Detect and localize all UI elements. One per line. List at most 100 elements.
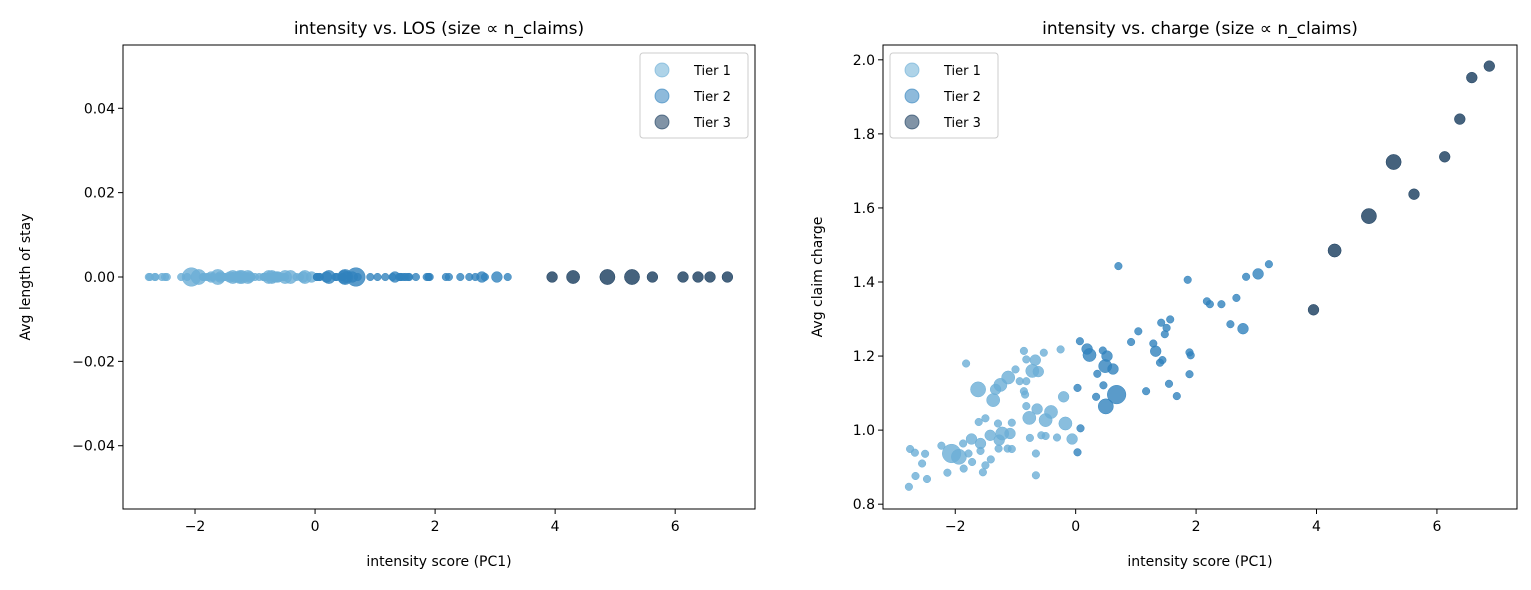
point-tier-1 <box>1039 348 1048 357</box>
x-tick-label: 4 <box>551 519 560 535</box>
point-tier-1 <box>951 448 967 465</box>
point-tier-1 <box>937 441 946 450</box>
point-tier-2 <box>1205 300 1214 309</box>
point-tier-1 <box>1057 391 1070 403</box>
point-tier-2 <box>1166 315 1175 324</box>
point-tier-1 <box>981 414 990 423</box>
y-tick-label: 0.00 <box>84 270 115 286</box>
point-tier-1 <box>943 468 952 477</box>
point-tier-2 <box>1099 381 1108 390</box>
point-tier-2 <box>1093 369 1102 378</box>
point-tier-1 <box>1022 377 1031 386</box>
legend-marker-tier-2 <box>904 88 920 104</box>
point-tier-2 <box>1134 327 1143 336</box>
point-tier-2 <box>1186 351 1195 360</box>
point-tier-1 <box>1031 471 1040 480</box>
point-tier-1 <box>1025 433 1034 442</box>
point-tier-1 <box>292 272 301 282</box>
point-tier-1 <box>144 272 153 282</box>
point-tier-3 <box>1439 151 1451 163</box>
point-tier-3 <box>1361 208 1377 224</box>
right-points <box>904 60 1495 491</box>
point-tier-1 <box>199 272 208 282</box>
point-tier-1 <box>207 272 216 282</box>
x-tick-label: 6 <box>671 519 680 535</box>
point-tier-3 <box>1466 71 1478 84</box>
x-tick-label: −2 <box>185 519 206 535</box>
left-chart-title: intensity vs. LOS (size ∝ n_claims) <box>294 19 584 39</box>
point-tier-1 <box>922 474 932 484</box>
point-tier-2 <box>404 272 413 282</box>
point-tier-3 <box>704 271 716 283</box>
point-tier-1 <box>234 272 243 282</box>
y-tick-label: 0.04 <box>84 101 115 117</box>
point-tier-3 <box>646 271 659 283</box>
point-tier-2 <box>1142 387 1151 396</box>
point-tier-2 <box>503 272 512 282</box>
y-tick-label: 1.8 <box>853 127 875 143</box>
point-tier-2 <box>491 271 503 283</box>
y-tick-label: −0.02 <box>72 354 115 370</box>
point-tier-2 <box>337 269 353 285</box>
point-tier-1 <box>918 459 927 468</box>
point-tier-3 <box>599 269 616 285</box>
point-tier-2 <box>1092 392 1101 401</box>
point-tier-1 <box>1032 365 1044 378</box>
point-tier-1 <box>1022 411 1037 425</box>
legend-marker-tier-1 <box>904 62 920 78</box>
point-tier-1 <box>1022 402 1031 411</box>
y-tick-label: 0.8 <box>853 497 875 513</box>
point-tier-1 <box>965 433 978 445</box>
point-tier-2 <box>1097 398 1114 415</box>
point-tier-2 <box>1155 358 1165 367</box>
point-tier-2 <box>1252 268 1264 280</box>
right-y-axis-label: Avg claim charge <box>810 217 826 338</box>
point-tier-2 <box>1073 448 1082 457</box>
point-tier-2 <box>465 272 474 282</box>
x-tick-label: 4 <box>1312 519 1321 535</box>
point-tier-2 <box>1242 272 1251 281</box>
point-tier-2 <box>1185 370 1194 379</box>
point-tier-1 <box>959 439 968 448</box>
point-tier-3 <box>624 269 640 285</box>
y-tick-label: 1.4 <box>853 275 875 291</box>
right-x-axis-label: intensity score (PC1) <box>1127 554 1272 570</box>
point-tier-3 <box>1307 304 1320 316</box>
point-tier-1 <box>1022 355 1031 364</box>
point-tier-3 <box>1327 243 1342 258</box>
x-tick-label: 0 <box>311 519 320 535</box>
point-tier-3 <box>546 271 558 283</box>
point-tier-3 <box>1385 154 1402 170</box>
point-tier-2 <box>476 271 488 283</box>
legend-label-tier-3: Tier 3 <box>943 116 981 131</box>
point-tier-3 <box>1454 113 1466 125</box>
point-tier-3 <box>677 271 689 283</box>
point-tier-1 <box>1056 345 1065 354</box>
point-tier-1 <box>921 449 930 458</box>
point-tier-1 <box>978 468 987 477</box>
point-tier-1 <box>1031 449 1040 458</box>
right-axes-frame <box>882 44 1518 510</box>
legend-label-tier-3: Tier 3 <box>693 116 731 131</box>
point-tier-1 <box>1066 433 1078 445</box>
point-tier-1 <box>1021 390 1030 399</box>
left-legend: Tier 1 Tier 2 Tier 3 <box>639 52 749 139</box>
point-tier-1 <box>1052 433 1062 442</box>
point-tier-2 <box>1114 262 1123 271</box>
point-tier-2 <box>1232 293 1241 302</box>
legend-label-tier-2: Tier 2 <box>693 90 731 105</box>
legend-marker-tier-3 <box>904 114 920 130</box>
point-tier-1 <box>1007 444 1016 454</box>
point-tier-1 <box>976 446 985 455</box>
point-tier-1 <box>218 272 227 282</box>
right-legend: Tier 1 Tier 2 Tier 3 <box>889 52 999 139</box>
point-tier-2 <box>1073 383 1082 392</box>
point-tier-1 <box>974 417 983 427</box>
point-tier-1 <box>183 272 192 282</box>
point-tier-2 <box>424 272 433 282</box>
legend-label-tier-2: Tier 2 <box>943 90 981 105</box>
point-tier-2 <box>1107 363 1119 375</box>
point-tier-2 <box>395 272 404 282</box>
point-tier-2 <box>1157 318 1166 327</box>
